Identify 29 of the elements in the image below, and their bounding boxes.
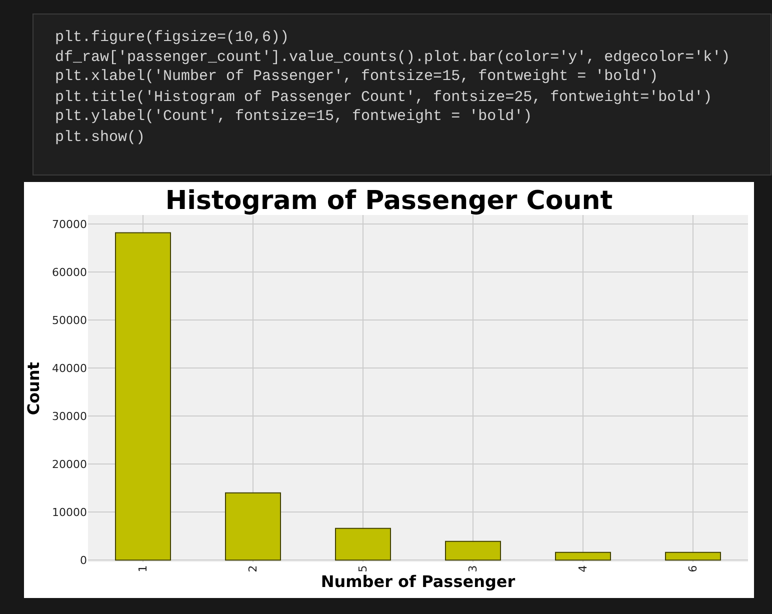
x-axis-title: Number of Passenger [320,572,516,592]
text: plt.figure(figsize=(10,6)) [55,29,290,46]
text: plt.title('Histogram of Passenger Count', fontsize=25, fontweight='bold') [55,89,712,106]
text: plt.ylabel('Count', fontsize=15, fontweight = 'bold') [55,108,532,125]
y-tick-label: 0 [80,554,87,567]
x-tick-label: 5 [356,565,370,572]
y-tick-label: 40000 [52,362,87,375]
y-tick-label: 70000 [52,218,87,231]
y-axis-title: Count [24,362,43,416]
bar [335,528,391,561]
y-tick-label: 30000 [52,410,87,423]
x-tick-label: 4 [576,565,590,572]
text: plt.xlabel('Number of Passenger', fontsize=15, fontweight = 'bold') [55,68,658,85]
y-tick-label: 50000 [52,314,87,327]
bar [115,232,171,561]
x-tick-label: 1 [136,565,150,572]
bar [225,492,281,561]
x-tick-label: 6 [686,565,700,572]
text: plt.show() [55,129,146,146]
chart-title: Histogram of Passenger Count [165,186,613,216]
y-tick-label: 10000 [52,506,87,519]
y-tick-label: 20000 [52,458,87,471]
bar [665,552,721,561]
bar [555,552,611,561]
x-tick-label: 2 [246,565,260,572]
x-tick-label: 3 [466,565,480,572]
y-tick-label: 60000 [52,266,87,279]
text: df_raw['passenger_count'].value_counts().plot.bar(color='y', edgecolor='k') [55,49,730,66]
bar [445,540,501,561]
